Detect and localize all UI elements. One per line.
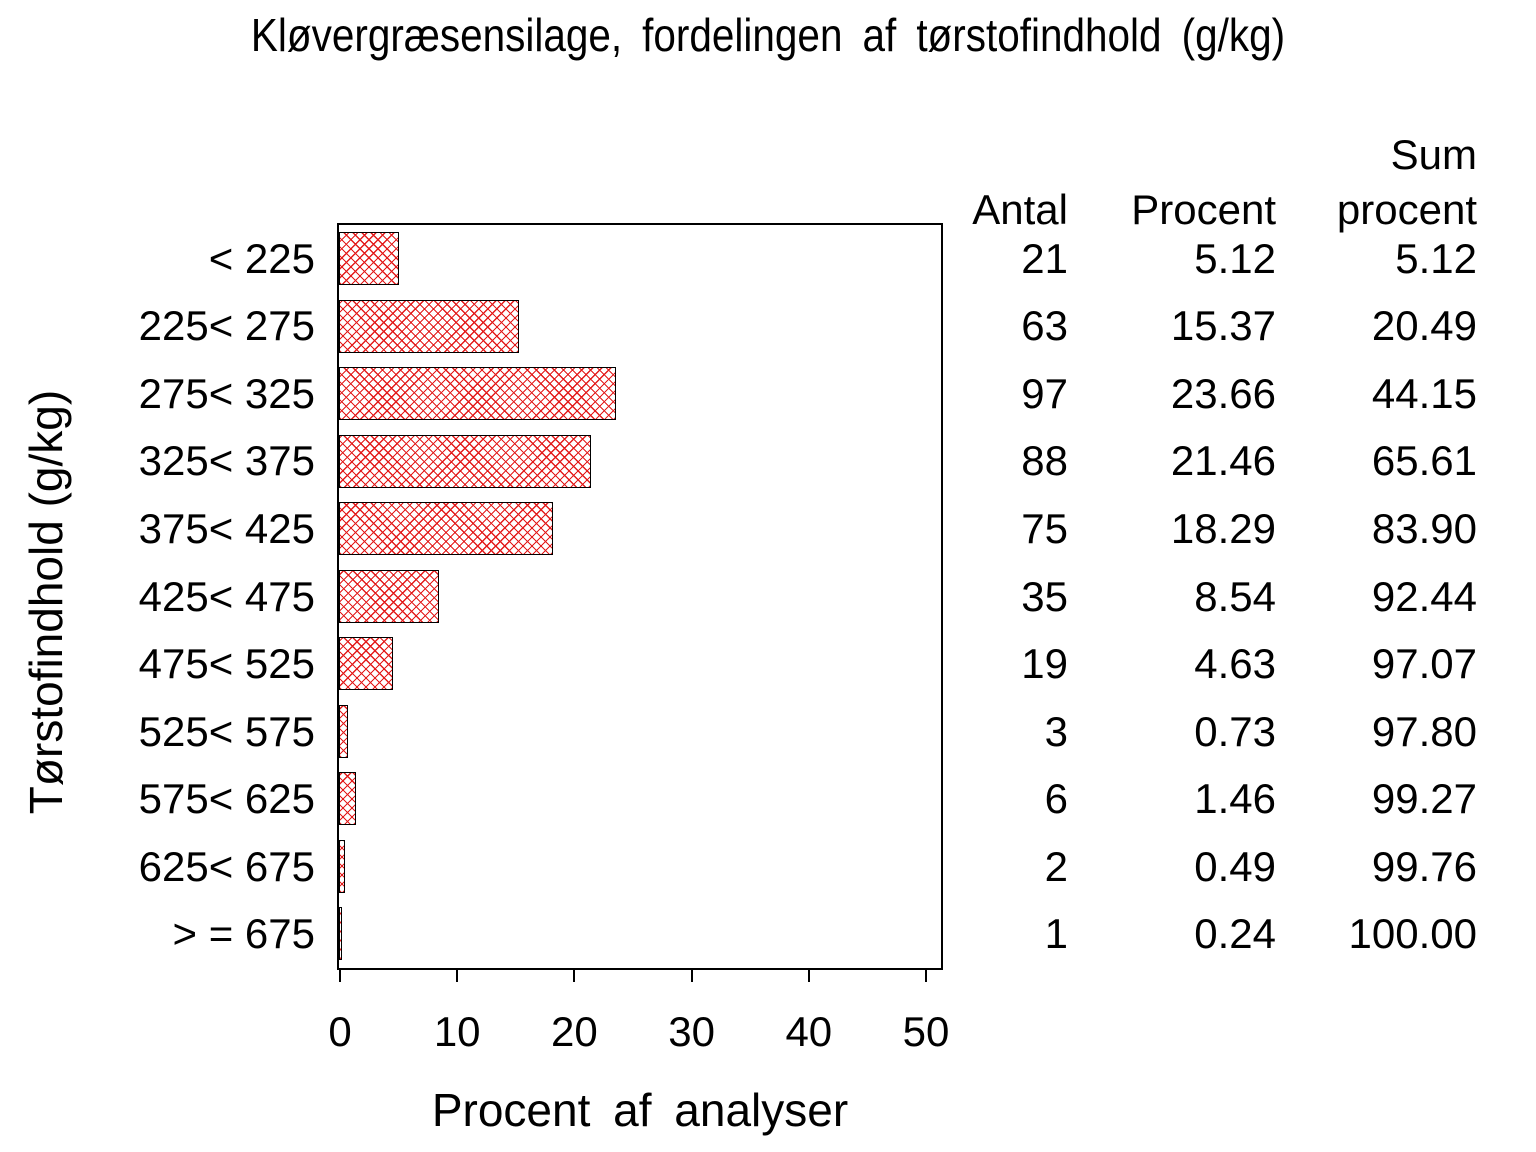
x-tick-label: 30 (668, 1008, 715, 1055)
category-label: 625< 675 (138, 842, 315, 890)
x-tick (690, 968, 693, 982)
table-cell-antal: 75 (1021, 504, 1068, 552)
table-cell-sum-procent: 83.90 (1371, 504, 1477, 552)
table-cell-antal: 21 (1021, 234, 1068, 282)
table-cell-sum-procent: 100.00 (1348, 910, 1477, 958)
table-cell-procent: 23.66 (1170, 369, 1276, 417)
x-axis-title: Procent af analyser (431, 1084, 849, 1136)
table-cell-procent: 18.29 (1170, 504, 1276, 552)
table-cell-antal: 3 (1044, 707, 1068, 755)
table-header-sum-line1: Sum (1390, 131, 1477, 178)
x-tick-label: 40 (785, 1008, 833, 1055)
table-cell-sum-procent: 97.80 (1371, 707, 1477, 755)
table-header-procent: Procent (1131, 186, 1276, 233)
table-cell-antal: 1 (1044, 910, 1068, 958)
category-label: < 225 (208, 234, 315, 282)
table-cell-antal: 19 (1021, 640, 1068, 688)
bar (339, 502, 554, 556)
chart-title: Kløvergræsensilage, fordelingen af tørst… (250, 9, 1286, 61)
plot-area (337, 223, 943, 970)
table-cell-sum-procent: 99.76 (1371, 842, 1477, 890)
table-cell-antal: 63 (1021, 302, 1068, 350)
x-tick-label: 10 (433, 1008, 481, 1055)
table-cell-sum-procent: 20.49 (1371, 302, 1477, 350)
table-cell-sum-procent: 92.44 (1371, 572, 1477, 620)
table-cell-procent: 0.49 (1194, 842, 1276, 890)
category-label: 475< 525 (138, 640, 315, 688)
category-label: 525< 575 (138, 707, 315, 755)
table-cell-antal: 97 (1021, 369, 1068, 417)
bar (339, 637, 394, 691)
y-axis-title: Tørstofindhold (g/kg) (20, 389, 72, 815)
x-tick-label: 20 (551, 1008, 598, 1055)
table-cell-sum-procent: 99.27 (1371, 775, 1477, 823)
category-label: 225< 275 (138, 302, 315, 350)
table-cell-antal: 88 (1021, 437, 1068, 485)
table-cell-antal: 2 (1044, 842, 1068, 890)
bar (339, 704, 348, 758)
x-tick (339, 968, 341, 982)
table-cell-procent: 4.63 (1194, 640, 1276, 688)
table-cell-procent: 0.73 (1194, 707, 1276, 755)
x-tick (807, 968, 810, 982)
category-label: 375< 425 (138, 504, 315, 552)
table-cell-procent: 21.46 (1170, 437, 1276, 485)
category-label: 275< 325 (138, 369, 315, 417)
table-cell-sum-procent: 65.61 (1371, 437, 1477, 485)
bar (339, 907, 342, 961)
table-cell-antal: 6 (1044, 775, 1068, 823)
table-cell-sum-procent: 44.15 (1371, 369, 1477, 417)
table-cell-antal: 35 (1021, 572, 1068, 620)
table-cell-procent: 1.46 (1194, 775, 1276, 823)
bar (339, 772, 357, 826)
bar (339, 839, 345, 893)
table-cell-procent: 8.54 (1194, 572, 1276, 620)
bar (339, 569, 440, 623)
x-tick (456, 968, 459, 982)
bar (339, 299, 520, 353)
category-label: 325< 375 (138, 437, 315, 485)
table-cell-procent: 5.12 (1194, 234, 1276, 282)
category-label: 425< 475 (138, 572, 315, 620)
x-tick (925, 968, 927, 982)
x-tick (573, 968, 576, 982)
table-cell-procent: 0.24 (1194, 910, 1276, 958)
table-header-antal: Antal (972, 186, 1068, 233)
bar (339, 367, 617, 421)
table-header-sum-line2: procent (1336, 186, 1477, 233)
category-label: 575< 625 (138, 775, 315, 823)
table-cell-sum-procent: 97.07 (1371, 640, 1477, 688)
table-cell-procent: 15.37 (1170, 302, 1276, 350)
bar (339, 232, 399, 285)
x-tick-label: 0 (328, 1008, 352, 1055)
x-tick-label: 50 (902, 1008, 950, 1055)
table-cell-sum-procent: 5.12 (1395, 234, 1477, 282)
category-label: > = 675 (172, 910, 315, 958)
bar (339, 434, 591, 488)
